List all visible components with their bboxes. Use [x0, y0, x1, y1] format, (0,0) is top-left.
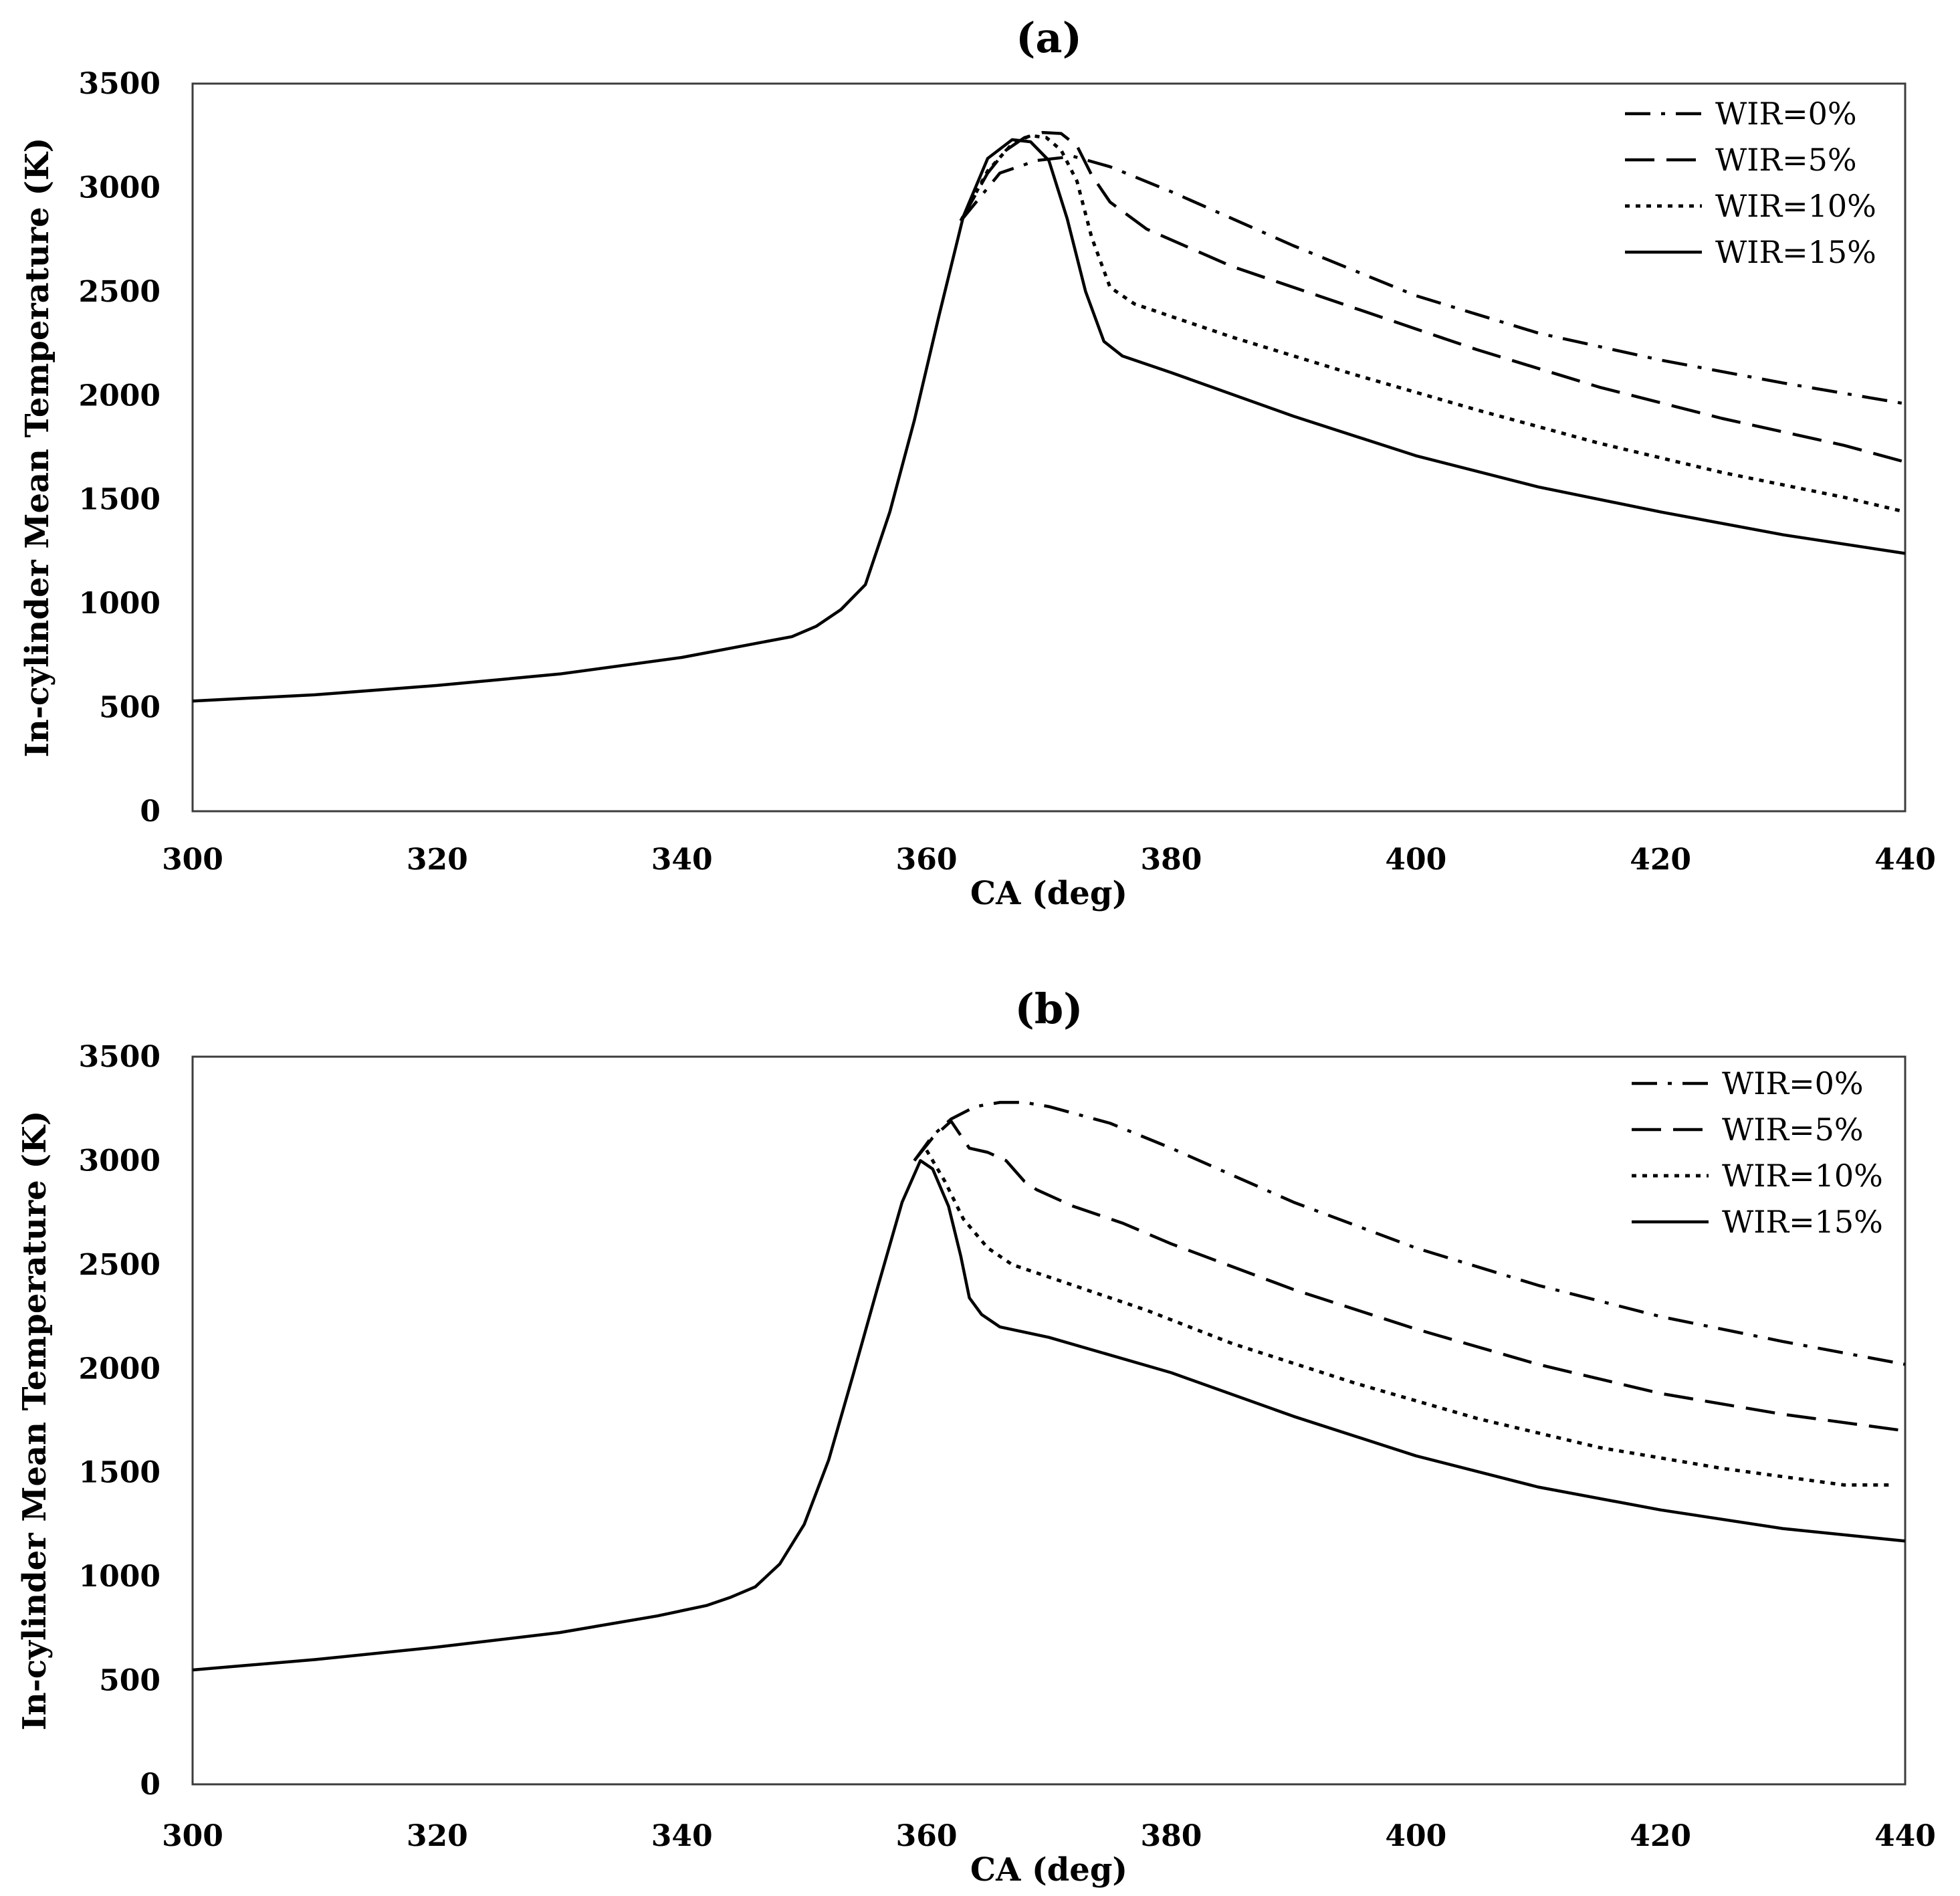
y-tick-label: 1500 [79, 1456, 160, 1490]
x-tick-label: 300 [162, 1819, 223, 1853]
y-axis-label: In-cylinder Mean Temperature (K) [16, 1110, 53, 1730]
y-tick-label: 3000 [79, 171, 160, 205]
y-tick-label: 0 [140, 1768, 160, 1802]
series-line-0pct [913, 1101, 1906, 1366]
legend-label: WIR=5% [1722, 1112, 1864, 1148]
legend-label: WIR=15% [1722, 1204, 1883, 1240]
x-tick-label: 440 [1874, 1819, 1936, 1853]
y-tick-label: 2000 [79, 1352, 160, 1386]
x-tick-label: 340 [651, 843, 713, 877]
x-tick-label: 440 [1874, 843, 1936, 877]
series-line-15pct [192, 1159, 1906, 1672]
x-tick-label: 400 [1385, 843, 1446, 877]
x-tick-label: 420 [1630, 1819, 1691, 1853]
legend-label: WIR=10% [1715, 188, 1876, 224]
x-tick-label: 360 [896, 843, 958, 877]
y-tick-label: 1500 [79, 483, 160, 517]
chart-title: (a) [1016, 13, 1082, 62]
y-axis-label: In-cylinder Mean Temperature (K) [19, 137, 56, 757]
x-axis-label: CA (deg) [970, 1851, 1127, 1889]
x-tick-label: 420 [1630, 843, 1691, 877]
y-tick-label: 3500 [79, 67, 160, 101]
series-line-0pct [960, 154, 1906, 405]
y-tick-label: 1000 [79, 587, 160, 621]
legend: WIR=0% WIR=5% WIR=10% WIR=15% [1632, 1065, 1883, 1240]
series-line-5pct [913, 1120, 1906, 1433]
x-tick-label: 320 [407, 843, 468, 877]
x-axis-label: CA (deg) [970, 875, 1127, 912]
y-tick-label: 1000 [79, 1560, 160, 1594]
series-line-10pct [925, 1149, 1893, 1487]
x-tick-label: 380 [1140, 1819, 1202, 1853]
series-line-15pct [192, 138, 1906, 703]
y-tick-label: 500 [99, 1664, 160, 1698]
x-tick-label: 340 [651, 1819, 713, 1853]
series-line-5pct [959, 130, 1906, 463]
y-tick-label: 500 [99, 691, 160, 725]
legend-label: WIR=0% [1722, 1065, 1864, 1101]
x-tick-label: 360 [896, 1819, 958, 1853]
x-tick-label: 300 [162, 843, 223, 877]
x-tick-label: 400 [1385, 1819, 1446, 1853]
legend: WIR=0% WIR=5% WIR=10% WIR=15% [1625, 96, 1876, 270]
chart-title: (b) [1014, 984, 1083, 1033]
legend-label: WIR=15% [1715, 234, 1876, 270]
y-tick-label: 2000 [79, 379, 160, 413]
plot-frame [191, 82, 1907, 813]
x-tick-label: 320 [407, 1819, 468, 1853]
y-tick-label: 0 [140, 795, 160, 829]
y-tick-label: 2500 [79, 1248, 160, 1282]
plot-frame [191, 1055, 1907, 1786]
y-tick-label: 3000 [79, 1144, 160, 1178]
y-tick-label: 2500 [79, 275, 160, 309]
legend-label: WIR=10% [1722, 1158, 1883, 1194]
chart-panel-b: (b) 0 500 1000 1500 2000 2500 3000 3500 300 320 340… [16, 984, 1936, 1889]
legend-label: WIR=0% [1715, 96, 1857, 132]
x-tick-label: 380 [1140, 843, 1202, 877]
chart-panel-a: (a) 0 500 1000 1500 2000 2500 3000 3500 300 320 340… [19, 13, 1936, 912]
legend-label: WIR=5% [1715, 142, 1857, 178]
y-tick-label: 3500 [79, 1040, 160, 1074]
